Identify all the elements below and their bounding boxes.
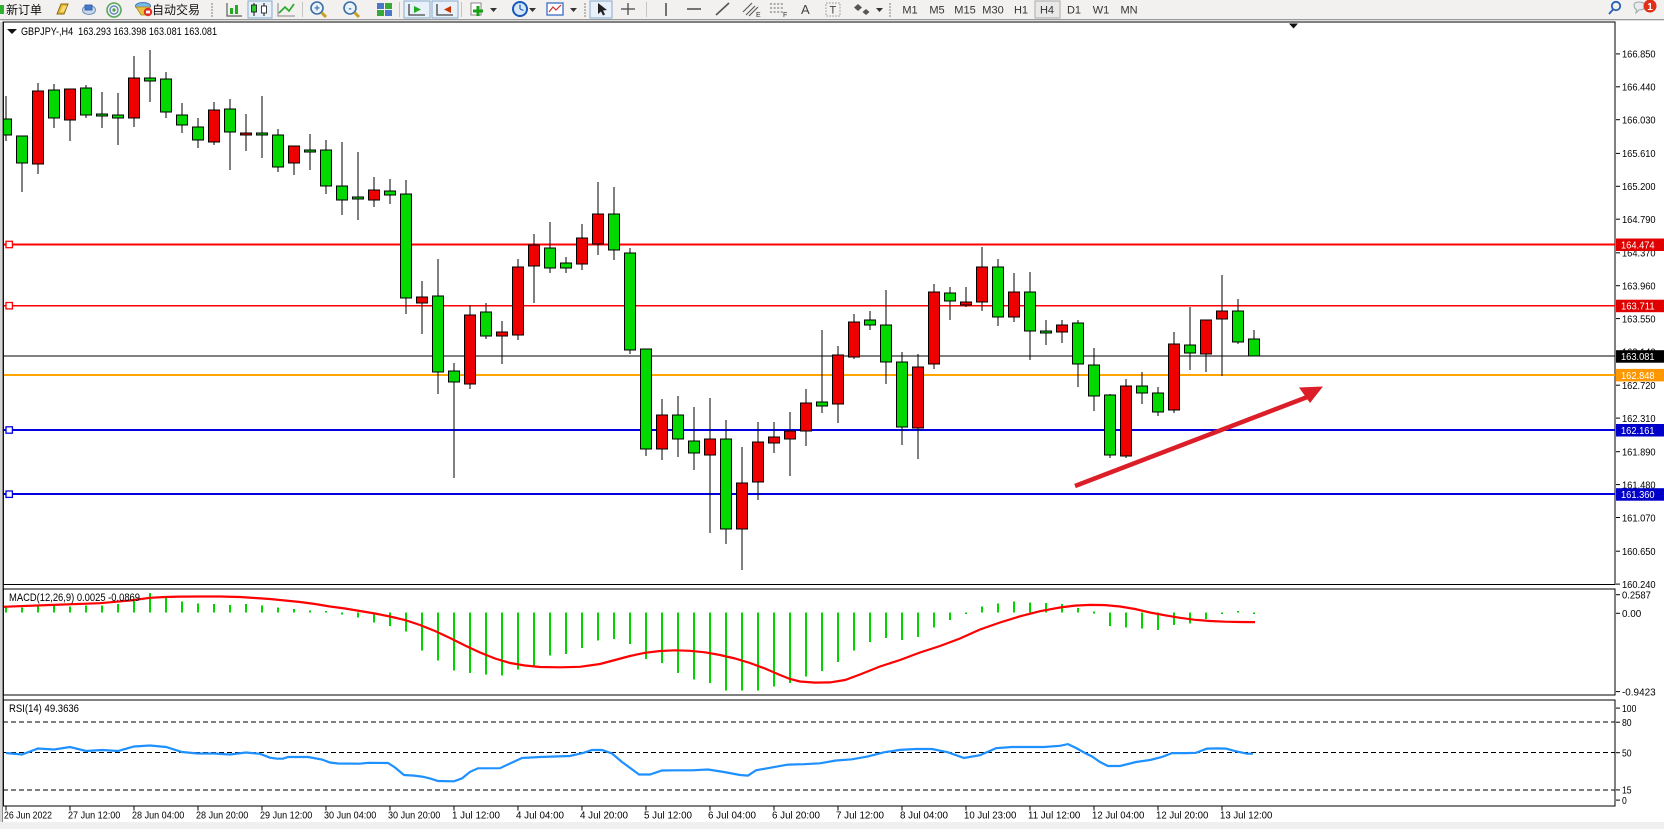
svg-text:164.370: 164.370 — [1622, 249, 1656, 260]
svg-text:8 Jul 04:00: 8 Jul 04:00 — [900, 811, 948, 822]
svg-text:163.960: 163.960 — [1622, 282, 1656, 293]
svg-text:15: 15 — [1622, 786, 1632, 797]
svg-text:160.240: 160.240 — [1622, 580, 1656, 591]
svg-text:0.00: 0.00 — [1622, 609, 1641, 620]
svg-text:160.650: 160.650 — [1622, 547, 1656, 558]
svg-text:12 Jul 20:00: 12 Jul 20:00 — [1156, 811, 1208, 822]
svg-text:-0.9423: -0.9423 — [1622, 687, 1656, 698]
svg-text:28 Jun 04:00: 28 Jun 04:00 — [132, 811, 184, 822]
svg-text:30 Jun 04:00: 30 Jun 04:00 — [324, 811, 376, 822]
svg-text:162.720: 162.720 — [1622, 381, 1656, 392]
svg-text:6 Jul 04:00: 6 Jul 04:00 — [708, 811, 756, 822]
svg-text:11 Jul 12:00: 11 Jul 12:00 — [1028, 811, 1080, 822]
svg-text:H1: H1 — [1014, 5, 1028, 17]
svg-text:H4: H4 — [1040, 5, 1054, 17]
svg-text:MACD(12,26,9) 0.0025 -0.0869: MACD(12,26,9) 0.0025 -0.0869 — [9, 592, 140, 604]
svg-text:W1: W1 — [1093, 5, 1110, 17]
svg-text:28 Jun 20:00: 28 Jun 20:00 — [196, 811, 248, 822]
svg-text:RSI(14) 49.3636: RSI(14) 49.3636 — [9, 703, 79, 715]
svg-text:50: 50 — [1622, 749, 1632, 760]
svg-text:13 Jul 12:00: 13 Jul 12:00 — [1220, 811, 1272, 822]
svg-text:1: 1 — [1647, 2, 1653, 13]
svg-text:10 Jul 23:00: 10 Jul 23:00 — [964, 811, 1016, 822]
svg-text:6 Jul 20:00: 6 Jul 20:00 — [772, 811, 820, 822]
svg-text:F: F — [783, 12, 787, 19]
svg-text:80: 80 — [1622, 718, 1632, 729]
svg-text:MN: MN — [1120, 5, 1137, 17]
svg-text:A: A — [801, 2, 810, 17]
svg-text:162.848: 162.848 — [1621, 371, 1655, 382]
svg-text:162.161: 162.161 — [1621, 426, 1655, 437]
svg-text:161.070: 161.070 — [1622, 513, 1656, 524]
svg-text:163.550: 163.550 — [1622, 314, 1656, 325]
svg-text:12 Jul 04:00: 12 Jul 04:00 — [1092, 811, 1144, 822]
svg-text:7 Jul 12:00: 7 Jul 12:00 — [836, 811, 884, 822]
svg-text:163.711: 163.711 — [1621, 302, 1655, 313]
svg-text:166.030: 166.030 — [1622, 116, 1656, 127]
svg-text:M30: M30 — [982, 5, 1003, 17]
svg-text:100: 100 — [1622, 704, 1637, 715]
svg-text:M15: M15 — [954, 5, 975, 17]
svg-text:161.360: 161.360 — [1621, 490, 1655, 501]
svg-text:D1: D1 — [1067, 5, 1081, 17]
svg-text:166.440: 166.440 — [1622, 83, 1656, 94]
svg-text:30 Jun 20:00: 30 Jun 20:00 — [388, 811, 440, 822]
svg-text:M1: M1 — [902, 5, 917, 17]
svg-text:165.610: 165.610 — [1622, 149, 1656, 160]
svg-text:164.474: 164.474 — [1621, 241, 1655, 252]
svg-text:新订单: 新订单 — [6, 2, 42, 17]
svg-text:1 Jul 12:00: 1 Jul 12:00 — [452, 811, 500, 822]
svg-text:164.790: 164.790 — [1622, 215, 1656, 226]
svg-text:0: 0 — [1622, 796, 1627, 807]
svg-text:T: T — [830, 5, 837, 17]
svg-text:161.480: 161.480 — [1622, 480, 1656, 491]
svg-text:0.2587: 0.2587 — [1622, 591, 1651, 602]
svg-text:E: E — [756, 12, 761, 19]
svg-text:GBPJPY-,H4 163.293 163.398 16: GBPJPY-,H4 163.293 163.398 163.081 163.0… — [21, 26, 217, 38]
svg-text:+: + — [314, 4, 320, 15]
svg-text:-: - — [348, 4, 351, 15]
svg-text:29 Jun 12:00: 29 Jun 12:00 — [260, 811, 312, 822]
svg-text:161.890: 161.890 — [1622, 448, 1656, 459]
svg-text:26 Jun 2022: 26 Jun 2022 — [4, 811, 52, 822]
svg-text:27 Jun 12:00: 27 Jun 12:00 — [68, 811, 120, 822]
svg-text:M5: M5 — [929, 5, 944, 17]
svg-text:162.310: 162.310 — [1622, 414, 1656, 425]
svg-text:166.850: 166.850 — [1622, 50, 1656, 61]
svg-text:5 Jul 12:00: 5 Jul 12:00 — [644, 811, 692, 822]
svg-text:4 Jul 20:00: 4 Jul 20:00 — [580, 811, 628, 822]
svg-text:自动交易: 自动交易 — [152, 2, 200, 17]
svg-text:165.200: 165.200 — [1622, 182, 1656, 193]
svg-text:4 Jul 04:00: 4 Jul 04:00 — [516, 811, 564, 822]
svg-text:163.081: 163.081 — [1621, 352, 1655, 363]
